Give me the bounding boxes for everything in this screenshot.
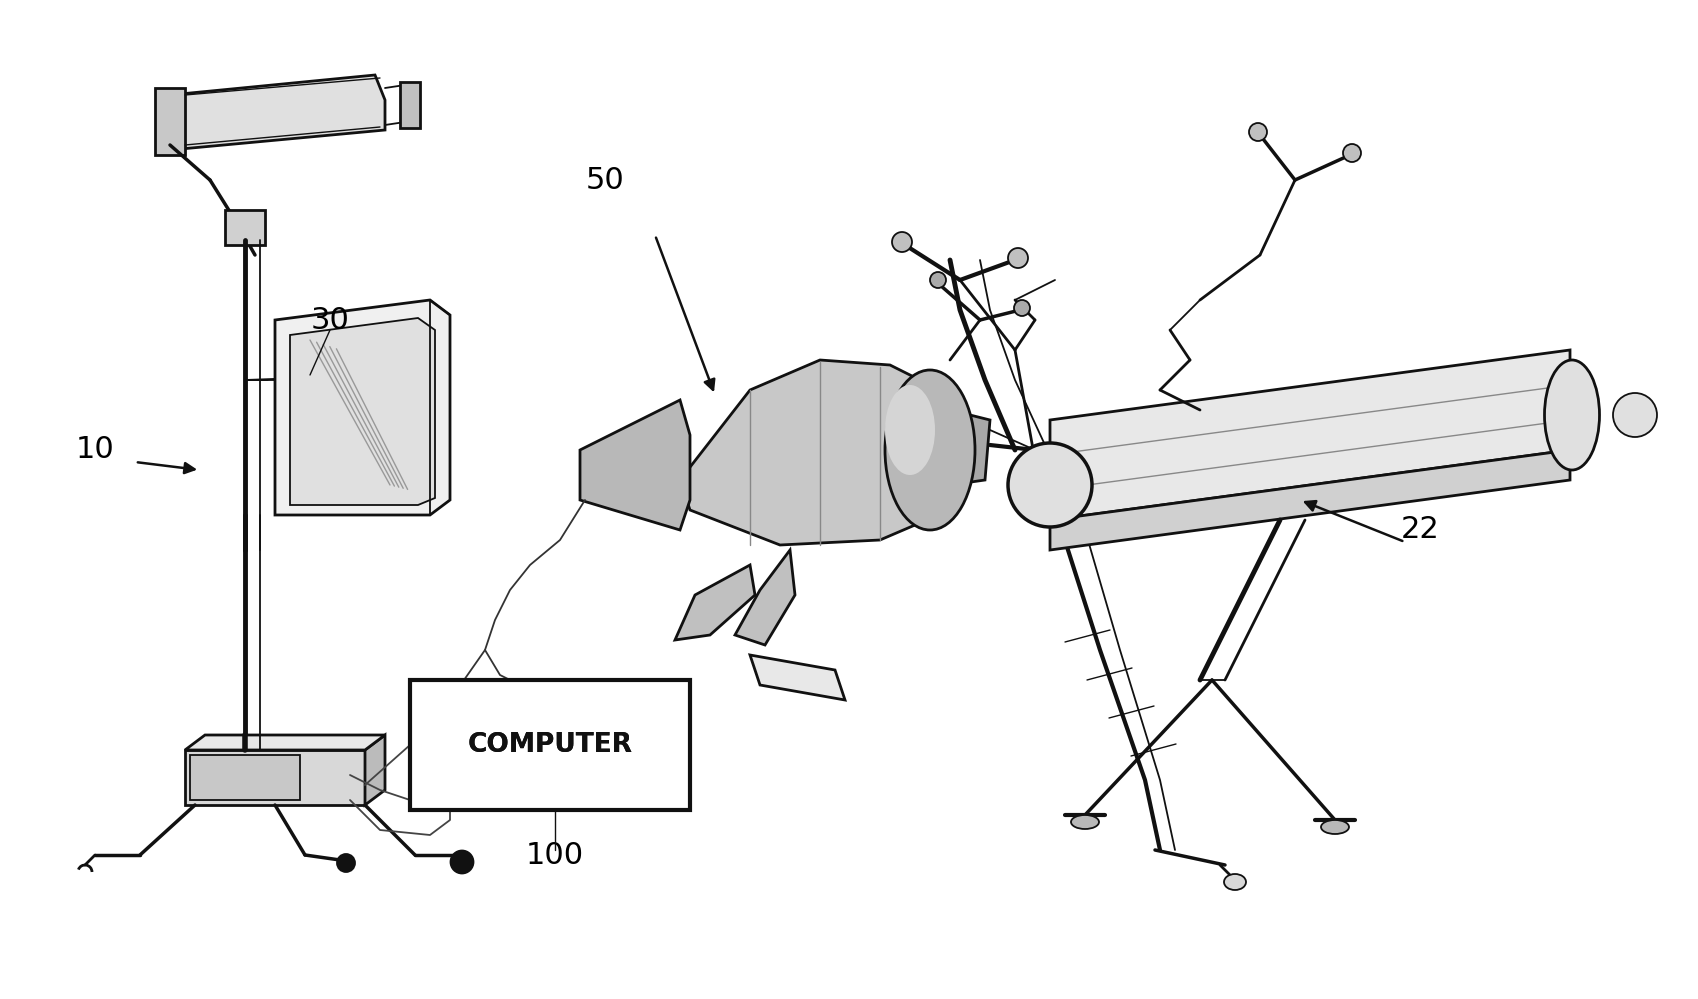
Circle shape bbox=[1248, 123, 1267, 141]
Ellipse shape bbox=[1223, 874, 1245, 890]
Text: 10: 10 bbox=[76, 436, 114, 465]
Polygon shape bbox=[155, 88, 185, 155]
Ellipse shape bbox=[885, 385, 934, 475]
Polygon shape bbox=[185, 735, 385, 750]
Circle shape bbox=[1007, 248, 1027, 268]
Polygon shape bbox=[674, 565, 754, 640]
Polygon shape bbox=[735, 550, 795, 645]
Ellipse shape bbox=[885, 370, 975, 530]
Polygon shape bbox=[170, 75, 385, 150]
Circle shape bbox=[891, 232, 912, 252]
Text: 30: 30 bbox=[311, 306, 350, 335]
Polygon shape bbox=[245, 365, 301, 380]
Ellipse shape bbox=[1543, 360, 1598, 470]
Circle shape bbox=[336, 854, 355, 872]
Ellipse shape bbox=[1070, 815, 1099, 829]
Polygon shape bbox=[365, 735, 385, 805]
Polygon shape bbox=[185, 750, 365, 805]
Circle shape bbox=[1341, 144, 1360, 162]
Polygon shape bbox=[399, 82, 419, 128]
Bar bbox=[409, 680, 689, 810]
Circle shape bbox=[929, 272, 946, 288]
Text: 100: 100 bbox=[526, 840, 584, 869]
Text: COMPUTER: COMPUTER bbox=[467, 732, 632, 758]
Polygon shape bbox=[190, 755, 301, 800]
Text: 50: 50 bbox=[586, 166, 623, 195]
Text: COMPUTER: COMPUTER bbox=[467, 732, 632, 758]
Polygon shape bbox=[579, 400, 689, 530]
Polygon shape bbox=[290, 318, 435, 505]
Polygon shape bbox=[1049, 450, 1569, 550]
Circle shape bbox=[450, 851, 472, 873]
Polygon shape bbox=[275, 300, 450, 515]
Ellipse shape bbox=[1321, 820, 1348, 834]
Polygon shape bbox=[1049, 350, 1569, 520]
Polygon shape bbox=[749, 655, 844, 700]
Circle shape bbox=[1014, 300, 1029, 316]
Polygon shape bbox=[949, 410, 990, 485]
Polygon shape bbox=[679, 360, 949, 545]
Circle shape bbox=[1007, 443, 1092, 527]
Polygon shape bbox=[224, 210, 265, 245]
Circle shape bbox=[1611, 393, 1656, 437]
Text: 22: 22 bbox=[1399, 515, 1438, 544]
